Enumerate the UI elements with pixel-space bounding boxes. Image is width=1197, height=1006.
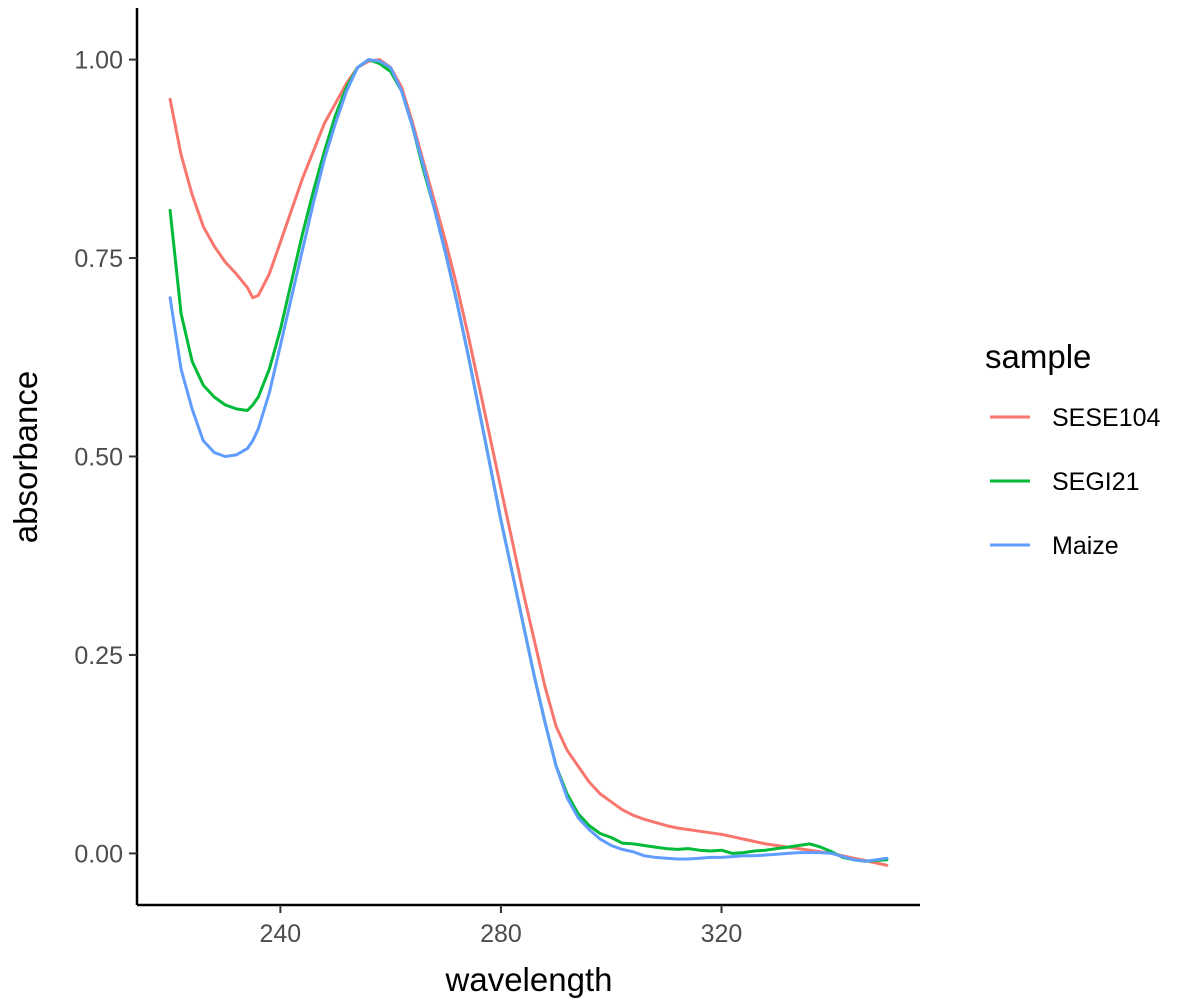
x-tick-label: 240	[260, 920, 302, 948]
legend-label-segi21: SEGI21	[1052, 468, 1140, 496]
series-line-sese104	[168, 58, 889, 867]
legend-title: sample	[985, 338, 1091, 375]
series-line-segi21	[168, 58, 889, 863]
x-tick-label: 280	[480, 920, 522, 948]
legend: sample SESE104 SEGI21 Maize	[985, 338, 1161, 560]
y-tick-label: 0.00	[74, 840, 123, 868]
x-tick-label: 320	[701, 920, 743, 948]
y-axis-ticks: 0.00 0.25 0.50 0.75 1.00	[74, 47, 137, 868]
y-tick-label: 1.00	[74, 47, 123, 75]
y-tick-label: 0.75	[74, 245, 123, 273]
y-tick-label: 0.25	[74, 642, 123, 670]
y-tick-label: 0.50	[74, 444, 123, 472]
legend-label-sese104: SESE104	[1052, 404, 1161, 432]
x-axis-title: wavelength	[445, 961, 613, 998]
series-line-maize	[168, 58, 889, 863]
y-axis-title: absorbance	[7, 371, 44, 543]
x-axis-ticks: 240 280 320	[260, 905, 743, 948]
legend-label-maize: Maize	[1052, 532, 1119, 560]
series-layer	[168, 58, 889, 867]
